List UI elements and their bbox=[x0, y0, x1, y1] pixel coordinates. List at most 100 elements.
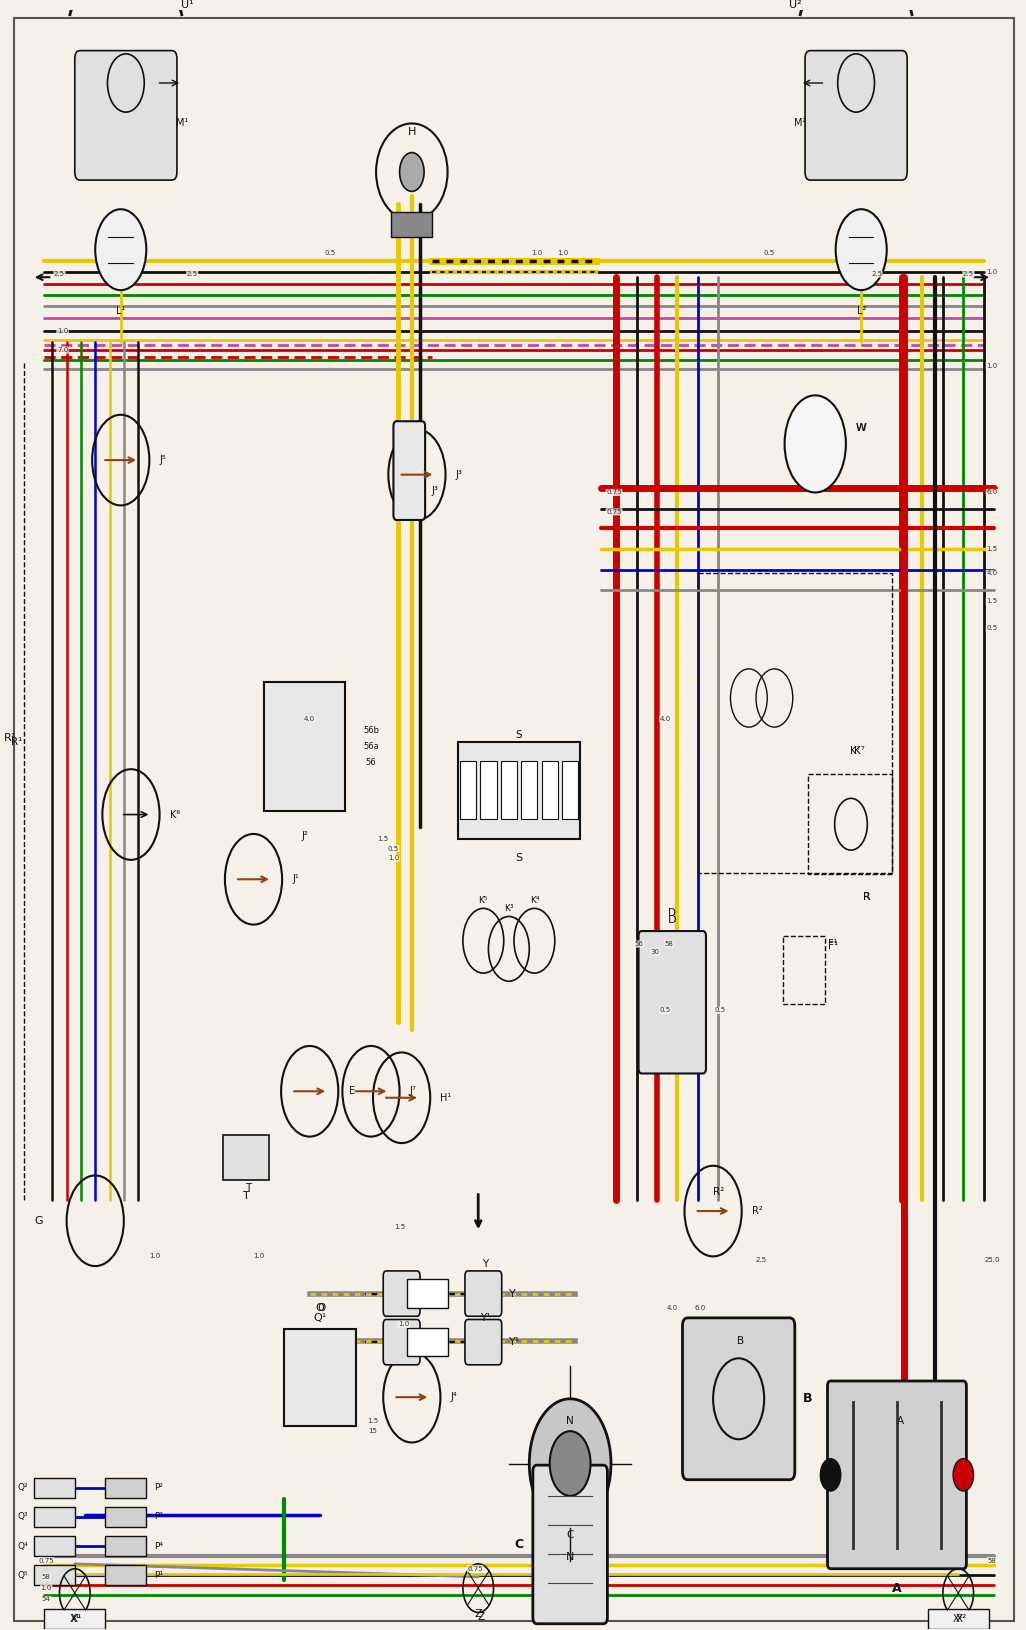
Text: 4.0: 4.0 bbox=[304, 716, 315, 722]
Text: 4.0: 4.0 bbox=[660, 716, 671, 722]
Bar bbox=[284, 1328, 356, 1426]
Bar bbox=[808, 774, 892, 874]
Text: C: C bbox=[566, 1529, 574, 1540]
Text: R: R bbox=[863, 892, 870, 901]
Text: X²: X² bbox=[955, 1614, 966, 1623]
Text: 0.75: 0.75 bbox=[606, 489, 622, 496]
Text: U¹: U¹ bbox=[181, 0, 194, 10]
Text: K⁷: K⁷ bbox=[854, 747, 865, 756]
Text: 4.0: 4.0 bbox=[667, 1306, 678, 1311]
Bar bbox=[406, 1280, 447, 1307]
Text: 0.75: 0.75 bbox=[38, 1558, 54, 1563]
Text: H: H bbox=[407, 127, 416, 137]
Text: U²: U² bbox=[789, 0, 801, 10]
Text: W: W bbox=[856, 422, 866, 432]
Text: Y: Y bbox=[509, 1289, 516, 1299]
Text: 0.5: 0.5 bbox=[324, 249, 336, 256]
Text: M¹: M¹ bbox=[175, 119, 188, 129]
Text: 4.0: 4.0 bbox=[986, 570, 997, 577]
Text: 1.0: 1.0 bbox=[398, 1322, 409, 1327]
Circle shape bbox=[399, 153, 424, 191]
Text: 1.0: 1.0 bbox=[149, 1253, 160, 1260]
Text: 0.5: 0.5 bbox=[986, 626, 997, 631]
Text: S: S bbox=[516, 730, 522, 740]
Text: E: E bbox=[349, 1086, 355, 1097]
FancyBboxPatch shape bbox=[638, 931, 706, 1074]
Text: Y: Y bbox=[482, 1260, 488, 1270]
Text: D: D bbox=[668, 914, 676, 924]
Text: P²: P² bbox=[155, 1483, 163, 1493]
Text: 56: 56 bbox=[634, 941, 643, 947]
Text: Q¹: Q¹ bbox=[313, 1312, 326, 1324]
Bar bbox=[521, 761, 538, 820]
Text: K⁶: K⁶ bbox=[169, 810, 180, 820]
Circle shape bbox=[95, 209, 147, 290]
Bar bbox=[34, 1478, 75, 1498]
Text: C: C bbox=[514, 1539, 523, 1552]
Text: T: T bbox=[245, 1183, 251, 1193]
Text: 1.0: 1.0 bbox=[530, 249, 542, 256]
Text: 6.0: 6.0 bbox=[695, 1306, 706, 1311]
Bar bbox=[44, 1609, 106, 1628]
Text: J²: J² bbox=[302, 831, 308, 841]
Text: 25.0: 25.0 bbox=[984, 1257, 999, 1263]
Text: J³: J³ bbox=[456, 469, 463, 479]
Text: 1.0: 1.0 bbox=[557, 249, 568, 256]
Circle shape bbox=[835, 209, 886, 290]
Text: G: G bbox=[34, 1216, 42, 1226]
Text: 1.0: 1.0 bbox=[41, 1584, 52, 1591]
Text: Z: Z bbox=[478, 1612, 485, 1622]
Text: 0.75: 0.75 bbox=[606, 509, 622, 515]
Text: K³: K³ bbox=[504, 905, 514, 913]
Text: Y¹: Y¹ bbox=[509, 1337, 520, 1346]
Text: 0.5: 0.5 bbox=[763, 249, 775, 256]
Text: 1.5: 1.5 bbox=[986, 598, 997, 603]
Text: J³: J³ bbox=[432, 486, 439, 496]
FancyBboxPatch shape bbox=[465, 1271, 502, 1317]
FancyBboxPatch shape bbox=[75, 51, 176, 179]
Text: J¹: J¹ bbox=[292, 874, 300, 883]
Text: 2.5: 2.5 bbox=[871, 271, 882, 277]
Text: 1.0: 1.0 bbox=[986, 269, 997, 275]
Text: Q⁵: Q⁵ bbox=[17, 1571, 28, 1579]
Bar bbox=[460, 761, 476, 820]
Text: K⁴: K⁴ bbox=[529, 897, 539, 905]
Bar bbox=[34, 1537, 75, 1555]
Text: 2.5: 2.5 bbox=[187, 271, 198, 277]
Bar bbox=[223, 1134, 269, 1180]
Text: 1.0: 1.0 bbox=[253, 1253, 265, 1260]
Bar bbox=[106, 1478, 147, 1498]
Text: 1.0: 1.0 bbox=[986, 363, 997, 370]
Text: 0.5: 0.5 bbox=[715, 1007, 725, 1014]
Text: A: A bbox=[897, 1416, 904, 1426]
Text: Z: Z bbox=[474, 1609, 482, 1619]
Bar bbox=[928, 1609, 989, 1628]
Text: P⁴: P⁴ bbox=[155, 1542, 163, 1550]
Text: 1.5: 1.5 bbox=[378, 836, 389, 841]
Text: X¹: X¹ bbox=[71, 1614, 82, 1623]
Bar bbox=[501, 761, 517, 820]
Bar bbox=[34, 1565, 75, 1584]
Text: 1.5: 1.5 bbox=[394, 1224, 405, 1231]
Text: 1.0: 1.0 bbox=[56, 328, 68, 334]
Text: D: D bbox=[668, 908, 676, 918]
Text: K⁷: K⁷ bbox=[850, 747, 860, 756]
Text: 2.5: 2.5 bbox=[963, 271, 974, 277]
Text: 58: 58 bbox=[987, 1558, 996, 1563]
Bar bbox=[34, 1508, 75, 1527]
Text: Q²: Q² bbox=[17, 1483, 28, 1493]
FancyBboxPatch shape bbox=[384, 1320, 420, 1364]
Text: N: N bbox=[566, 1416, 574, 1426]
Text: X²: X² bbox=[953, 1614, 963, 1623]
Circle shape bbox=[529, 1399, 610, 1529]
Text: F¹: F¹ bbox=[828, 939, 837, 949]
Circle shape bbox=[821, 1459, 840, 1491]
Text: 54: 54 bbox=[42, 1596, 50, 1602]
Text: 58: 58 bbox=[42, 1575, 50, 1579]
Text: 56b: 56b bbox=[363, 725, 379, 735]
FancyBboxPatch shape bbox=[384, 1271, 420, 1317]
Circle shape bbox=[785, 396, 845, 492]
Text: O: O bbox=[318, 1302, 326, 1314]
Text: 56: 56 bbox=[365, 758, 377, 768]
Text: S: S bbox=[515, 852, 522, 864]
